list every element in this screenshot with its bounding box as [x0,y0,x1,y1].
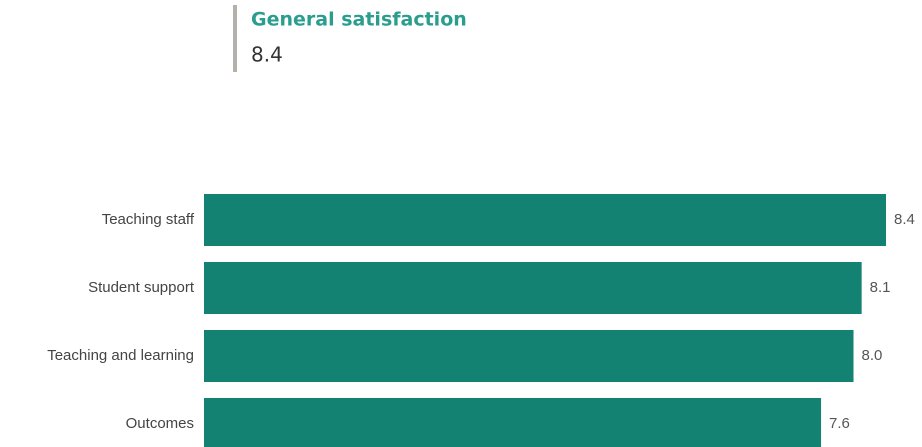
value-label: 8.0 [862,347,883,364]
bar [204,194,886,246]
value-label: 7.6 [829,415,850,432]
bar [204,330,854,382]
kpi-value: 8.4 [251,43,283,67]
category-label: Outcomes [126,415,194,432]
value-label: 8.1 [870,279,891,296]
kpi-accent [233,5,237,72]
value-label: 8.4 [894,211,915,228]
bar [204,262,862,314]
category-label: Teaching and learning [47,347,194,364]
kpi-title: General satisfaction [251,9,467,31]
category-label: Student support [88,279,195,296]
bar [204,398,822,447]
category-label: Teaching staff [102,211,195,228]
